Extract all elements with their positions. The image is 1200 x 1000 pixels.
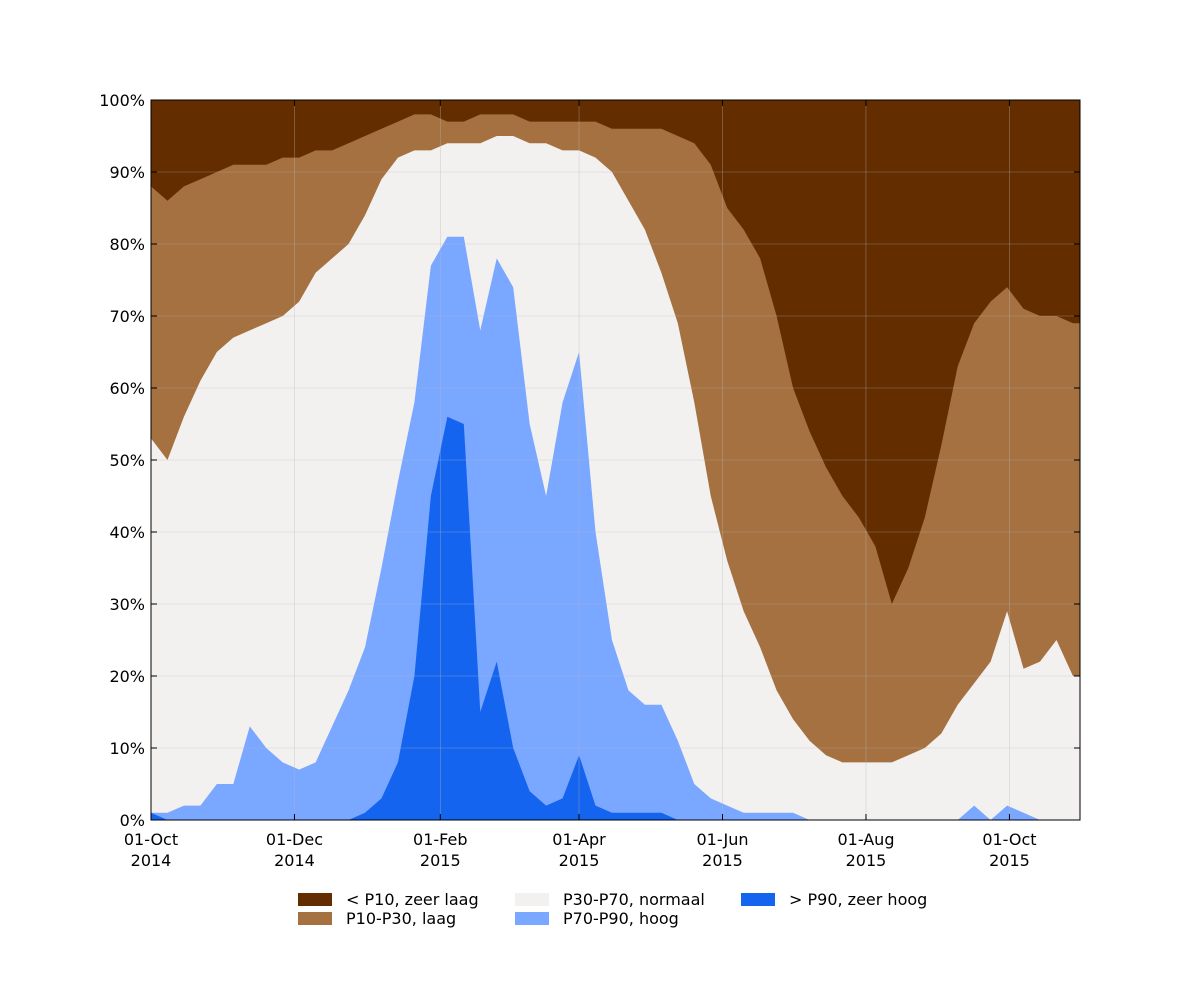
y-axis: 0% 10% 20% 30% 40% 50% 60% 70% 80% 90% 100% [99, 91, 1080, 830]
x-tick-year-label: 2015 [420, 851, 461, 870]
legend-swatch-zeer-laag [298, 892, 332, 906]
x-tick-label: 01-Oct [124, 830, 178, 849]
y-tick-label: 10% [109, 739, 145, 758]
legend-item-zeer-hoog: > P90, zeer hoog [741, 889, 928, 909]
x-tick-year-label: 2015 [559, 851, 600, 870]
legend-label-laag: P10-P30, laag [346, 908, 457, 928]
legend-swatch-laag [298, 911, 332, 925]
x-tick-label: 01-Dec [266, 830, 323, 849]
y-tick-label: 20% [109, 667, 145, 686]
y-tick-label: 40% [109, 523, 145, 542]
legend-label-zeer-hoog: > P90, zeer hoog [789, 889, 928, 909]
y-tick-label: 80% [109, 235, 145, 254]
legend-item-zeer-laag: < P10, zeer laag [298, 889, 479, 909]
y-tick-label: 50% [109, 451, 145, 470]
x-tick-label: 01-Jun [696, 830, 748, 849]
band-p70-p90-hoog [151, 236, 1080, 821]
x-tick-label: 01-Apr [552, 830, 606, 849]
legend-item-laag: P10-P30, laag [298, 908, 457, 928]
legend: < P10, zeer laag P10-P30, laag P30-P70, … [298, 890, 958, 930]
legend-item-hoog: P70-P90, hoog [515, 908, 679, 928]
x-tick-year-label: 2015 [989, 851, 1030, 870]
y-tick-label: 90% [109, 163, 145, 182]
legend-label-hoog: P70-P90, hoog [563, 908, 679, 928]
legend-swatch-hoog [515, 911, 549, 925]
y-tick-label: 70% [109, 307, 145, 326]
legend-swatch-zeer-hoog [741, 892, 775, 906]
y-tick-label: 30% [109, 595, 145, 614]
y-tick-label: 60% [109, 379, 145, 398]
x-tick-year-label: 2015 [702, 851, 743, 870]
x-tick-label: 01-Oct [982, 830, 1036, 849]
x-tick-year-label: 2014 [131, 851, 172, 870]
legend-swatch-normaal [515, 892, 549, 906]
x-axis: 01-Oct 2014 01-Dec 2014 01-Feb 2015 01-Apr 2015… [124, 100, 1037, 870]
x-tick-label: 01-Aug [837, 830, 894, 849]
x-tick-year-label: 2015 [846, 851, 887, 870]
legend-label-zeer-laag: < P10, zeer laag [346, 889, 479, 909]
legend-item-normaal: P30-P70, normaal [515, 889, 705, 909]
y-tick-label: 0% [120, 811, 145, 830]
x-tick-label: 01-Feb [413, 830, 467, 849]
x-tick-year-label: 2014 [274, 851, 315, 870]
legend-label-normaal: P30-P70, normaal [563, 889, 705, 909]
y-tick-label: 100% [99, 91, 145, 110]
stacked-area-bands [151, 100, 1080, 821]
